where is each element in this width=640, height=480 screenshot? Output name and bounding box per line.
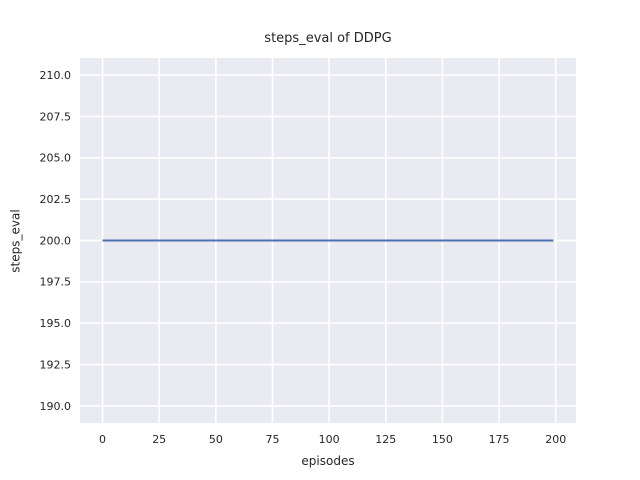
x-tick-label: 0 <box>99 433 106 446</box>
y-tick-label: 190.0 <box>40 400 72 413</box>
x-tick-label: 100 <box>319 433 340 446</box>
y-tick-label: 202.5 <box>40 193 72 206</box>
y-tick-label: 197.5 <box>40 276 72 289</box>
x-tick-label: 50 <box>209 433 223 446</box>
y-tick-label: 205.0 <box>40 152 72 165</box>
chart-title: steps_eval of DDPG <box>264 31 392 46</box>
y-axis-label: steps_eval <box>8 209 23 273</box>
x-tick-label: 25 <box>152 433 166 446</box>
y-tick-label: 210.0 <box>40 69 72 82</box>
x-tick-label: 175 <box>489 433 510 446</box>
x-tick-label: 150 <box>432 433 453 446</box>
x-tick-label: 75 <box>265 433 279 446</box>
x-tick-label: 200 <box>545 433 566 446</box>
y-tick-label: 200.0 <box>40 234 72 247</box>
x-axis-label: episodes <box>301 454 355 468</box>
y-tick-label: 195.0 <box>40 317 72 330</box>
y-tick-label: 192.5 <box>40 358 72 371</box>
x-tick-label: 125 <box>375 433 396 446</box>
y-tick-label: 207.5 <box>40 110 72 123</box>
